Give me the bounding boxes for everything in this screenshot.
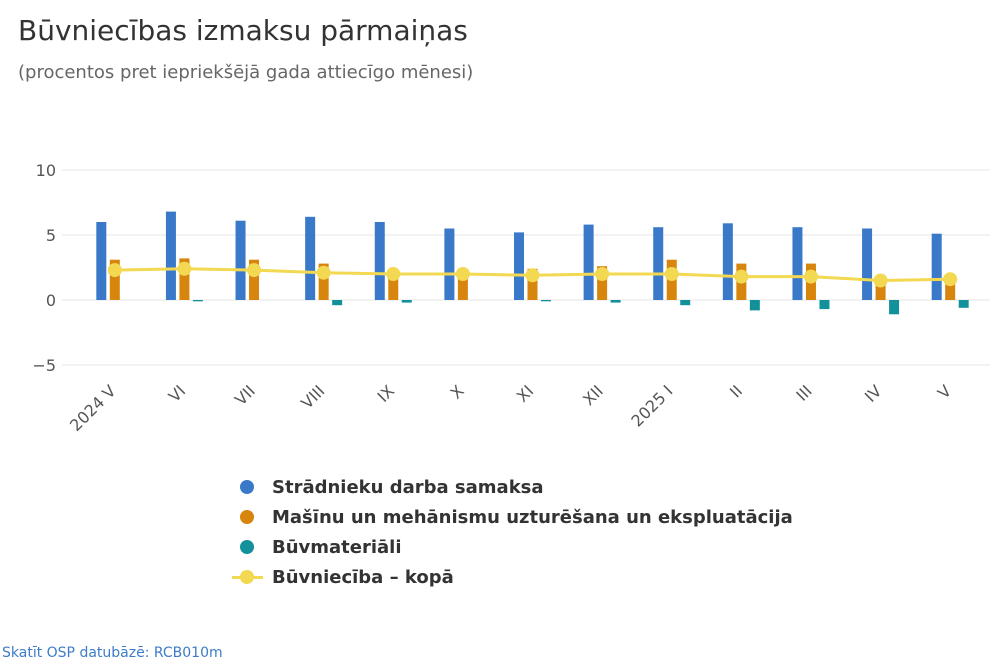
x-tick-label: VI <box>165 381 190 406</box>
bar <box>931 233 942 300</box>
line-point <box>316 265 331 280</box>
line-point <box>455 267 470 281</box>
legend-item-machinery[interactable]: Mašīnu un mehānismu uzturēšana un eksplu… <box>232 502 793 532</box>
legend-symbol-total <box>232 567 268 587</box>
bar <box>235 220 246 300</box>
bar <box>332 300 343 306</box>
x-tick-label: V <box>934 381 955 402</box>
bar <box>653 227 664 300</box>
bar <box>527 268 538 300</box>
x-tick-label: II <box>726 381 746 401</box>
x-tick-label: IV <box>861 381 886 406</box>
line-point <box>107 263 122 278</box>
x-tick-label: XII <box>579 381 607 409</box>
bar <box>945 280 956 300</box>
legend-label-total: Būvniecība – kopā <box>272 566 454 588</box>
bar <box>401 300 412 303</box>
line-point <box>664 267 679 281</box>
legend-label-labour: Strādnieku darba samaksa <box>272 476 544 498</box>
legend-item-materials[interactable]: Būvmateriāli <box>232 532 793 562</box>
chart-subtitle: (procentos pret iepriekšējā gada attiecī… <box>18 62 474 83</box>
bar <box>165 211 176 300</box>
legend-label-machinery: Mašīnu un mehānismu uzturēšana un eksplu… <box>272 506 793 528</box>
y-tick-label: 5 <box>46 226 56 245</box>
x-tick-label: 2025 I <box>627 381 676 430</box>
bar <box>889 300 900 315</box>
x-tick-label: IX <box>374 381 399 406</box>
legend-label-materials: Būvmateriāli <box>272 536 402 558</box>
bar <box>583 224 594 300</box>
bar <box>541 300 551 302</box>
bar <box>457 274 468 300</box>
bar <box>749 300 760 311</box>
bar <box>680 300 691 306</box>
bar <box>862 228 873 300</box>
line-point <box>595 267 610 281</box>
x-tick-label: VII <box>231 381 259 409</box>
legend-symbol-labour <box>232 477 268 497</box>
bar <box>958 300 969 308</box>
x-tick-label: 2024 V <box>66 381 120 435</box>
bar <box>96 222 107 300</box>
bar <box>514 232 524 300</box>
bar <box>597 266 608 300</box>
line-point <box>734 269 749 284</box>
bar <box>819 300 830 310</box>
y-tick-label: 10 <box>36 161 56 180</box>
legend-symbol-materials <box>232 537 268 557</box>
bar <box>610 300 621 303</box>
line-point <box>386 267 401 281</box>
x-tick-label: III <box>792 381 815 404</box>
bar <box>249 259 260 300</box>
chart-legend: Strādnieku darba samaksa Mašīnu un mehān… <box>232 472 793 592</box>
bar <box>388 271 399 300</box>
legend-symbol-machinery <box>232 507 268 527</box>
x-tick-label: X <box>447 381 468 402</box>
line-point <box>873 273 888 288</box>
bar <box>722 223 733 300</box>
y-tick-label: 0 <box>46 291 56 310</box>
bar <box>192 300 203 302</box>
y-tick-label: −5 <box>32 356 56 375</box>
bar <box>179 258 190 300</box>
legend-item-total[interactable]: Būvniecība – kopā <box>232 562 793 592</box>
line-point <box>177 261 192 276</box>
line-point <box>247 263 262 278</box>
bar <box>875 279 886 300</box>
x-tick-label: VIII <box>297 381 328 412</box>
line-point <box>943 272 958 287</box>
bar <box>444 228 455 300</box>
source-database-link[interactable]: Skatīt OSP datubāzē: RCB010m <box>2 645 223 661</box>
line-point <box>525 268 540 283</box>
bar <box>109 259 120 300</box>
chart-title: Būvniecības izmaksu pārmaiņas <box>18 14 468 47</box>
bar <box>374 222 385 300</box>
line-point <box>803 269 818 284</box>
bar <box>792 227 803 300</box>
bar <box>318 263 329 300</box>
legend-item-labour[interactable]: Strādnieku darba samaksa <box>232 472 793 502</box>
bar <box>305 216 316 300</box>
x-tick-label: XI <box>513 381 538 406</box>
